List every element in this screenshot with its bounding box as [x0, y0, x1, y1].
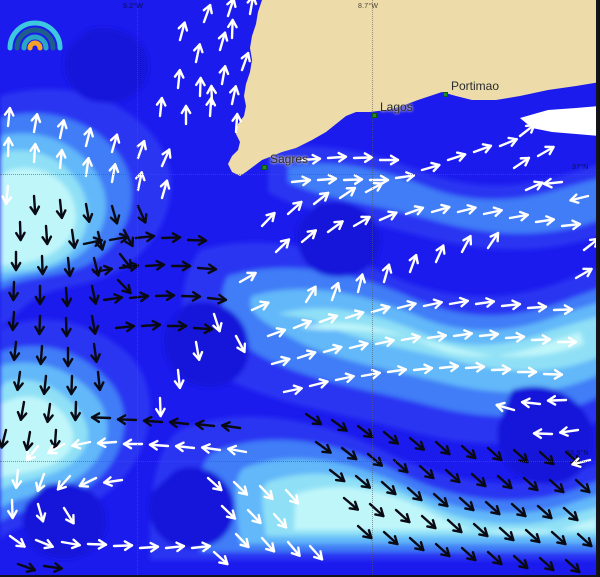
latitude-label-1: 37°N	[572, 164, 589, 171]
gridline-latitude-1	[0, 174, 598, 175]
place-label: Portimao	[451, 79, 500, 93]
map-pin-icon	[372, 113, 377, 118]
rainbow-arc-icon	[7, 20, 63, 51]
map-right-edge	[596, 0, 598, 577]
gridline-longitude-1	[137, 0, 138, 577]
longitude-label-1: 9.2°W	[123, 3, 144, 10]
map-bottom-edge	[0, 575, 598, 577]
latitude-label-2: 36.5°N	[566, 450, 589, 457]
map-pin-icon	[443, 92, 448, 97]
gridline-longitude-2	[372, 0, 373, 577]
place-label: Lagos	[380, 100, 413, 114]
windy-logo[interactable]	[6, 6, 64, 52]
gridline-latitude-2	[0, 461, 598, 462]
longitude-label-2: 8.7°W	[358, 3, 379, 10]
place-label: Sagres	[270, 152, 309, 166]
map-pin-icon	[262, 165, 267, 170]
